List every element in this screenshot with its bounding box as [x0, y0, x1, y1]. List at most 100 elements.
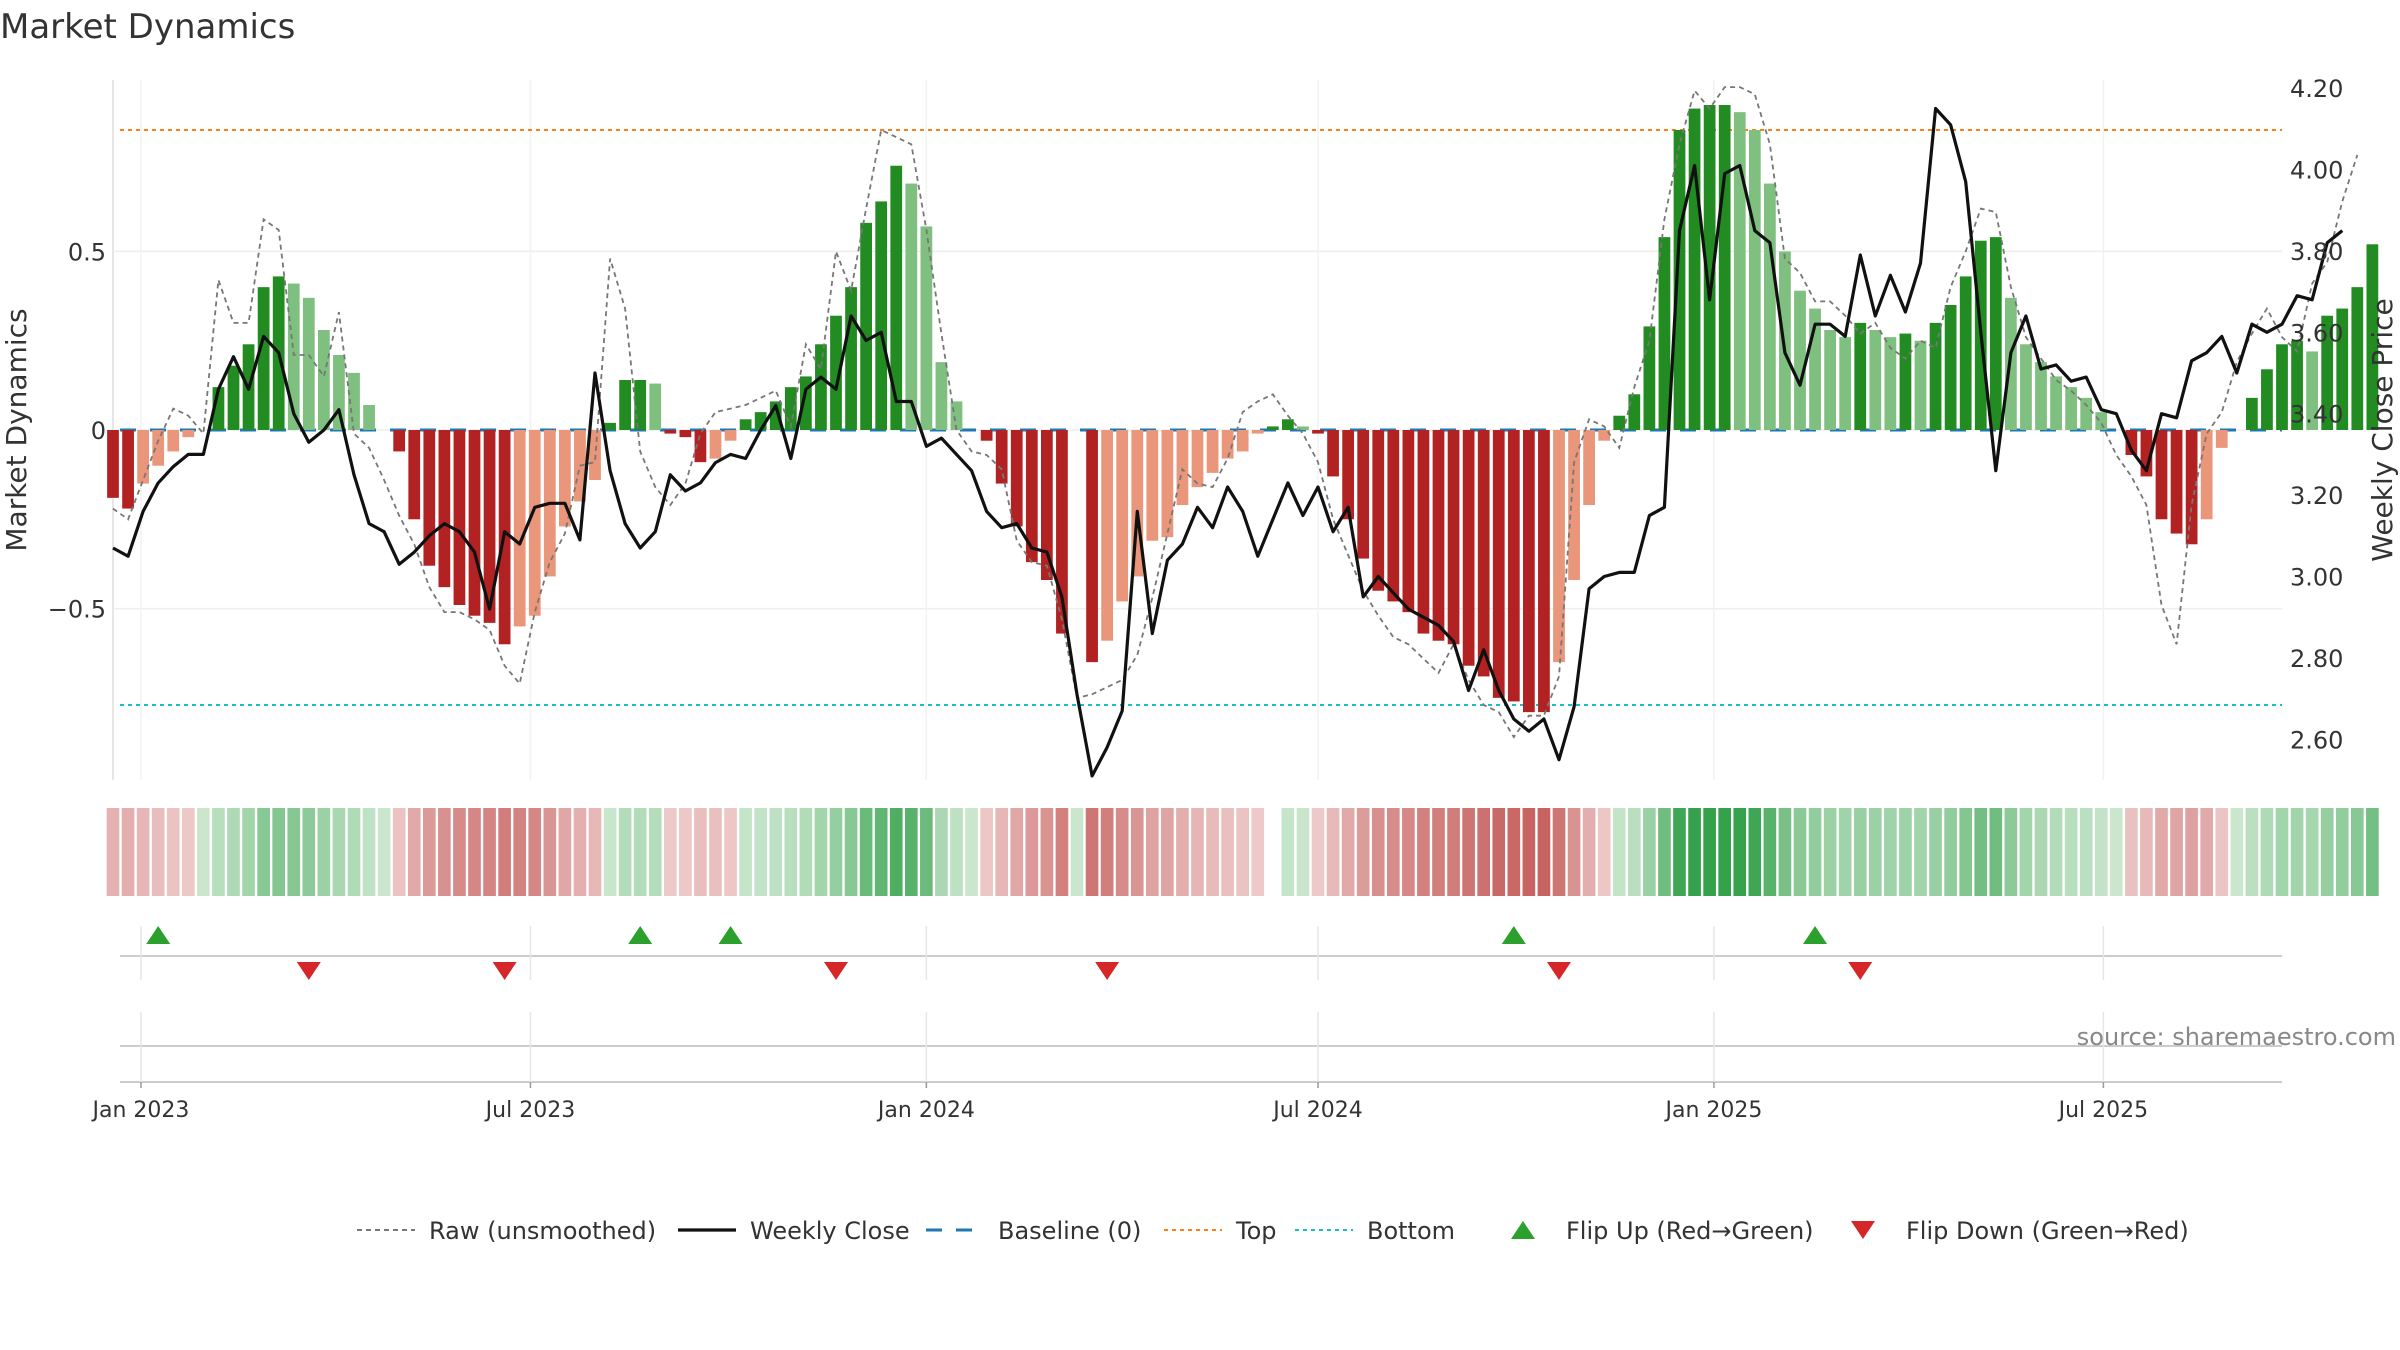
- dynamics-bar: [1733, 112, 1746, 431]
- heat-cell: [724, 808, 737, 896]
- heat-cell: [2230, 808, 2244, 896]
- dynamics-bar: [2306, 351, 2318, 430]
- heat-cell: [2049, 808, 2063, 896]
- source-label: source: sharemaestro.com: [2077, 1023, 2396, 1051]
- dynamics-bar: [2185, 430, 2198, 545]
- dynamics-bar: [619, 380, 631, 430]
- heat-cell: [1643, 808, 1656, 896]
- flip-down-marker: [492, 962, 517, 980]
- heat-cell: [1748, 808, 1762, 896]
- heat-cell: [739, 808, 752, 896]
- dynamics-bar: [1779, 251, 1791, 430]
- heat-cell: [814, 808, 828, 896]
- dynamics-bar: [2140, 430, 2153, 477]
- dynamics-bar: [1251, 430, 1264, 434]
- heat-cell: [558, 808, 572, 896]
- dynamics-bar: [2065, 387, 2077, 430]
- heat-cell: [1823, 808, 1837, 896]
- heat-cell: [422, 808, 436, 896]
- heat-cell: [407, 808, 421, 896]
- heat-cell: [1522, 808, 1536, 896]
- dynamics-bar: [935, 362, 948, 430]
- dynamics-bar: [664, 430, 677, 434]
- heat-cell: [1703, 808, 1716, 896]
- dynamics-bar: [1297, 426, 1309, 430]
- dynamics-bar: [2336, 308, 2349, 430]
- dynamics-bar: [1869, 330, 1882, 430]
- dynamics-bar: [1989, 237, 2002, 430]
- heat-cell: [332, 808, 346, 896]
- heat-cell: [965, 808, 978, 896]
- dynamics-bar: [152, 430, 165, 466]
- heat-cell: [1793, 808, 1807, 896]
- heat-cell: [453, 808, 466, 896]
- right-y-tick-label: 3.40: [2290, 401, 2343, 429]
- heat-cell: [1838, 808, 1852, 896]
- right-y-tick-label: 3.20: [2290, 482, 2343, 510]
- legend-flip-down-swatch: [1851, 1221, 1875, 1239]
- dynamics-bar: [739, 419, 752, 430]
- dynamics-bar: [800, 376, 812, 430]
- dynamics-bar: [122, 430, 134, 509]
- heat-cell: [2335, 808, 2349, 896]
- heat-cell: [1100, 808, 1114, 896]
- dynamics-bar: [1658, 237, 1671, 430]
- heat-cell: [799, 808, 813, 896]
- dynamics-bar: [1914, 340, 1927, 430]
- level-lines: [120, 129, 2282, 706]
- dynamics-bar: [649, 383, 662, 430]
- heat-cell: [2094, 808, 2108, 896]
- heat-cell: [1733, 808, 1747, 896]
- heat-cell: [362, 808, 376, 896]
- heat-cell: [377, 808, 391, 896]
- legend-label: Raw (unsmoothed): [429, 1217, 656, 1245]
- dynamics-bar: [528, 430, 541, 616]
- heat-cell: [784, 808, 798, 896]
- heat-cell: [2125, 808, 2138, 896]
- heat-cell: [1492, 808, 1506, 896]
- heat-cell: [1055, 808, 1069, 896]
- heat-cell: [1326, 808, 1340, 896]
- dynamics-bar: [2050, 376, 2062, 430]
- dynamics-bar: [2276, 344, 2288, 430]
- dynamics-bar: [1101, 430, 1113, 641]
- heat-cell: [1070, 808, 1084, 896]
- dynamics-bar: [1010, 430, 1023, 527]
- heat-cell: [1688, 808, 1701, 896]
- heat-cell: [1432, 808, 1445, 896]
- heat-cell: [1311, 808, 1325, 896]
- dynamics-bar: [2351, 287, 2364, 430]
- dynamics-bars: [107, 105, 2379, 713]
- dynamics-bar: [1929, 322, 1942, 430]
- heat-cell: [663, 808, 677, 896]
- heat-cell: [859, 808, 873, 896]
- heat-cell: [1567, 808, 1581, 896]
- heat-cell: [1085, 808, 1099, 896]
- heat-cell: [1582, 808, 1596, 896]
- dynamics-bar: [333, 355, 345, 430]
- heat-cell: [995, 808, 1009, 896]
- heat-cell: [1507, 808, 1521, 896]
- flip-grid: [140, 926, 2105, 980]
- heat-cell: [468, 808, 481, 896]
- dynamics-bar: [483, 430, 496, 623]
- price-lines: [112, 86, 2359, 778]
- heat-cell: [1447, 808, 1460, 896]
- heat-cell: [1191, 808, 1204, 896]
- heat-cell: [829, 808, 843, 896]
- flip-markers: [146, 926, 1873, 980]
- heat-cell: [2366, 808, 2379, 896]
- dynamics-bar: [1161, 430, 1174, 538]
- heat-cell: [904, 808, 918, 896]
- heat-cell: [1778, 808, 1792, 896]
- dynamics-bar: [2291, 340, 2303, 430]
- heat-cell: [648, 808, 662, 896]
- heat-cell: [1462, 808, 1475, 896]
- dynamics-bar: [1794, 290, 1806, 430]
- heat-cell: [1115, 808, 1129, 896]
- heat-cell: [633, 808, 647, 896]
- right-y-tick-label: 3.60: [2290, 319, 2343, 347]
- dynamics-bar: [2261, 369, 2273, 430]
- x-tick-label: Jan 2023: [91, 1098, 190, 1123]
- dynamics-bar: [634, 380, 647, 430]
